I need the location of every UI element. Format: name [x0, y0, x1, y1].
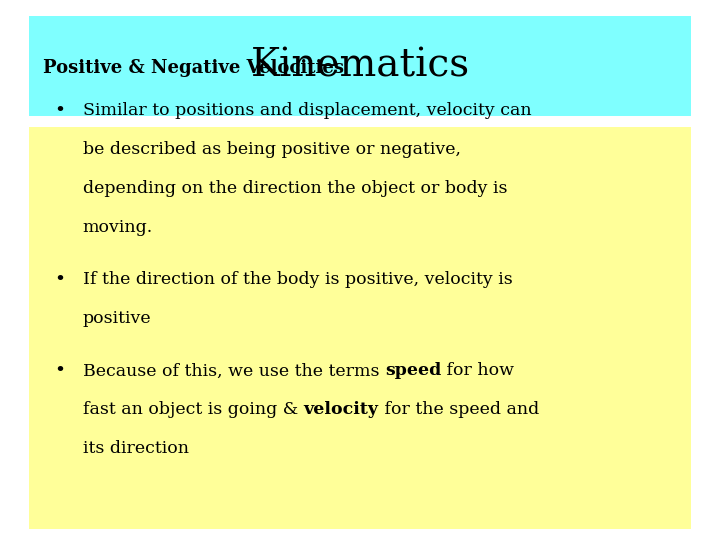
Text: Because of this, we use the terms: Because of this, we use the terms [83, 362, 384, 380]
Text: velocity: velocity [304, 401, 379, 418]
Text: for how: for how [441, 362, 514, 380]
Text: speed: speed [384, 362, 441, 380]
Text: moving.: moving. [83, 219, 153, 236]
Text: depending on the direction the object or body is: depending on the direction the object or… [83, 180, 508, 197]
Text: If the direction of the body is positive, velocity is: If the direction of the body is positive… [83, 271, 513, 288]
Text: fast an object is going &: fast an object is going & [83, 401, 304, 418]
FancyBboxPatch shape [29, 127, 691, 529]
FancyBboxPatch shape [29, 16, 691, 116]
Text: •: • [54, 362, 65, 381]
Text: Similar to positions and displacement, velocity can: Similar to positions and displacement, v… [83, 102, 531, 119]
Text: its direction: its direction [83, 440, 189, 457]
Text: for the speed and: for the speed and [379, 401, 539, 418]
Text: •: • [54, 102, 65, 120]
Text: be described as being positive or negative,: be described as being positive or negati… [83, 141, 461, 158]
Text: Kinematics: Kinematics [251, 48, 469, 85]
Text: Positive & Negative Velocities: Positive & Negative Velocities [43, 59, 344, 77]
Text: •: • [54, 271, 65, 289]
Text: positive: positive [83, 310, 151, 327]
